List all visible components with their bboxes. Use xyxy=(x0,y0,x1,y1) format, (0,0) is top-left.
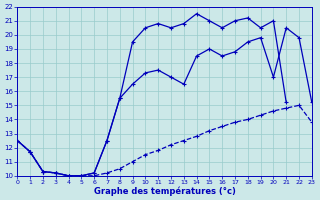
X-axis label: Graphe des températures (°c): Graphe des températures (°c) xyxy=(94,186,236,196)
